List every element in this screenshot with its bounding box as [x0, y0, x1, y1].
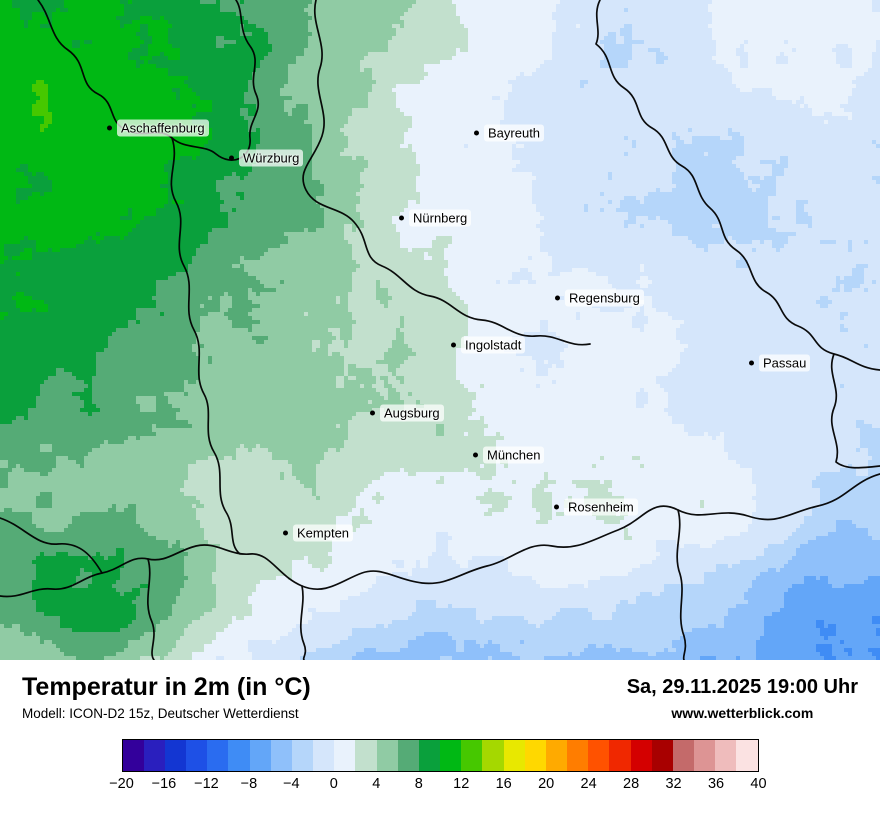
city-marker: Nürnberg [399, 209, 472, 227]
legend-color-segment [228, 740, 250, 771]
city-marker: München [473, 446, 545, 464]
legend-color-segment [376, 740, 398, 771]
city-dot-icon [555, 295, 560, 301]
city-dot-icon [749, 360, 754, 366]
legend-color-segment [567, 740, 589, 771]
legend-color-segment [418, 740, 441, 771]
legend-color-segment [291, 740, 314, 771]
legend-color-segment [270, 740, 292, 771]
legend-tick-label: 36 [707, 776, 725, 792]
city-dot-icon [283, 530, 288, 536]
legend-tick-label: −8 [240, 776, 258, 792]
city-label: Würzburg [239, 149, 304, 167]
city-marker: Bayreuth [474, 124, 545, 142]
legend-tick-label: 16 [495, 776, 512, 792]
legend-tick-label: 4 [372, 776, 381, 792]
legend-color-segment [164, 740, 187, 771]
legend-color-segment [355, 740, 377, 771]
legend-tick-label: 28 [623, 776, 640, 792]
city-dot-icon [473, 452, 478, 458]
legend-tick-label: 20 [538, 776, 555, 792]
city-dot-icon [474, 130, 479, 136]
legend-color-segment [630, 740, 652, 771]
legend-tick-label: 24 [580, 776, 597, 792]
legend-color-segment [143, 740, 165, 771]
legend-color-segment [186, 740, 208, 771]
legend-color-segment [461, 740, 483, 771]
city-dot-icon [229, 155, 234, 161]
legend-tick-label: −16 [151, 776, 177, 792]
legend-color-segment [503, 740, 525, 771]
temperature-legend: −20 −16 −12 −8 −4 0 4 8 12 16 20 24 28 32 36 40 [109, 739, 767, 794]
temperature-field-canvas [0, 0, 880, 660]
city-marker: Aschaffenburg [107, 119, 209, 137]
website-label: www.wetterblick.com [671, 705, 814, 721]
footer: Temperatur in 2m (in °C) Modell: ICON-D2… [0, 660, 880, 830]
city-marker: Augsburg [370, 404, 444, 422]
city-label: Rosenheim [564, 498, 638, 516]
legend-tick-label: 32 [665, 776, 682, 792]
legend-tick-labels: −20 −16 −12 −8 −4 0 4 8 12 16 20 24 28 32 36 40 [109, 776, 766, 794]
legend-tick-label: 40 [750, 776, 767, 792]
city-label: Kempten [293, 524, 354, 542]
legend-color-segment [588, 740, 610, 771]
city-marker: Regensburg [555, 289, 644, 307]
datetime-label: Sa, 29.11.2025 19:00 Uhr [626, 676, 858, 698]
legend-color-segment [524, 740, 546, 771]
city-marker: Würzburg [229, 149, 304, 167]
legend-color-segment [397, 740, 419, 771]
city-label: München [483, 446, 545, 464]
city-marker: Kempten [283, 524, 354, 542]
legend-color-segment [122, 740, 144, 771]
city-label: Passau [759, 354, 811, 372]
legend-color-segment [249, 740, 271, 771]
legend-color-segment [334, 740, 356, 771]
legend-color-segment [715, 740, 737, 771]
legend-color-segment [207, 740, 229, 771]
city-dot-icon [451, 342, 456, 348]
legend-color-segment [313, 740, 335, 771]
legend-color-segment [694, 740, 716, 771]
legend-color-segment [672, 740, 695, 771]
city-marker: Ingolstadt [451, 336, 526, 354]
city-dot-icon [107, 125, 112, 131]
legend-color-bar [121, 739, 759, 772]
legend-tick-label: −12 [194, 776, 219, 792]
legend-color-segment [482, 740, 504, 771]
legend-color-segment [609, 740, 631, 771]
city-marker: Rosenheim [554, 498, 638, 516]
city-dot-icon [554, 504, 559, 510]
weather-map: Aschaffenburg Würzburg Bayreuth Nürnberg Reg… [0, 0, 880, 660]
legend-color-segment [651, 740, 673, 771]
legend-color-segment [545, 740, 568, 771]
legend-tick-label: −4 [283, 776, 300, 792]
legend-tick-label: 12 [453, 776, 470, 792]
city-dot-icon [399, 215, 404, 221]
page-title: Temperatur in 2m (in °C) [22, 673, 311, 701]
city-marker: Passau [749, 354, 811, 372]
legend-tick-label: 0 [329, 776, 338, 792]
legend-tick-label: 8 [414, 776, 423, 792]
legend-color-segment [736, 740, 758, 771]
legend-tick-label: −20 [109, 776, 134, 792]
city-dot-icon [370, 410, 375, 416]
legend-color-segment [440, 740, 462, 771]
city-label: Bayreuth [484, 124, 545, 142]
city-label: Regensburg [565, 289, 644, 307]
city-label: Nürnberg [409, 209, 472, 227]
city-label: Aschaffenburg [117, 119, 209, 137]
model-info: Modell: ICON-D2 15z, Deutscher Wetterdie… [22, 706, 299, 721]
city-label: Augsburg [380, 404, 444, 422]
city-label: Ingolstadt [461, 336, 526, 354]
